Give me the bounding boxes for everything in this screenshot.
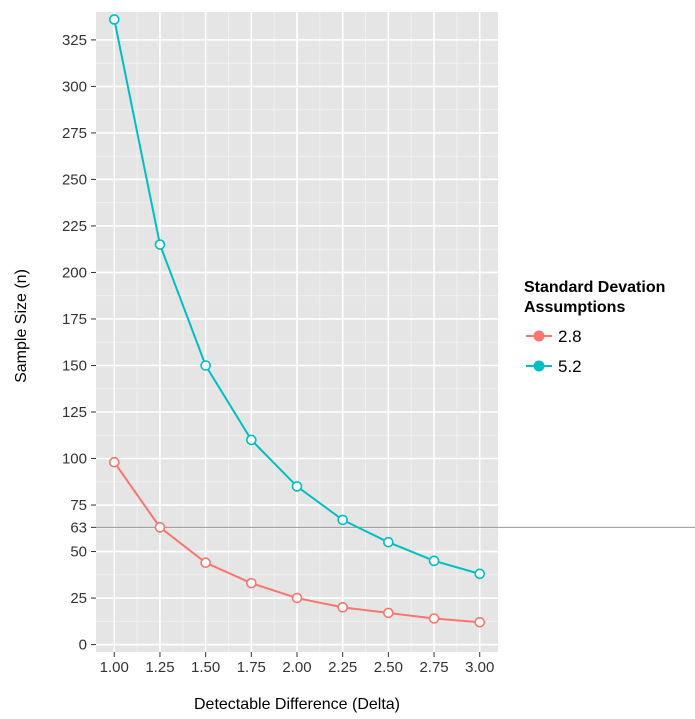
- series-point-2.8: [383, 607, 394, 619]
- series-point-2.8: [337, 602, 348, 613]
- y-tick-label: 250: [62, 171, 87, 188]
- y-tick-label: 75: [70, 497, 87, 514]
- y-axis: 0 25 50 63 75 100 125 150 175 200 225 250 275 300 325: [62, 32, 96, 654]
- series-point-2.8: [108, 456, 120, 468]
- series-point-5.2: [383, 536, 394, 548]
- legend-label: 2.8: [558, 327, 582, 346]
- series-point-5.2: [291, 481, 303, 492]
- y-tick-label: 125: [62, 404, 87, 421]
- legend-key-point: [533, 360, 545, 372]
- series-point-2.8: [246, 577, 257, 589]
- x-tick-label: 1.50: [191, 659, 220, 676]
- x-tick-label: 1.25: [145, 659, 174, 676]
- y-tick-label: 300: [62, 78, 87, 95]
- x-tick-label: 1.00: [100, 659, 129, 676]
- legend: Standard Devation Assumptions 2.8 5.2: [524, 279, 665, 376]
- series-point-5.2: [246, 434, 257, 446]
- y-axis-title: Sample Size (n): [13, 269, 30, 383]
- legend-label: 5.2: [558, 357, 582, 376]
- major-gridlines: [96, 12, 498, 652]
- series-group: [108, 14, 486, 628]
- series-point-5.2: [200, 360, 211, 371]
- y-tick-label: 175: [62, 311, 87, 328]
- y-tick-label: 325: [62, 32, 87, 49]
- y-tick-label: 150: [62, 357, 87, 374]
- legend-title-line-2: Assumptions: [524, 299, 625, 316]
- legend-keys: 2.8 5.2: [526, 327, 582, 376]
- y-tick-label: 100: [62, 451, 87, 468]
- x-axis-title: Detectable Difference (Delta): [194, 696, 400, 713]
- x-tick-label: 1.75: [237, 659, 266, 676]
- x-tick-label: 3.00: [465, 659, 494, 676]
- y-tick-label: 25: [70, 590, 87, 607]
- x-tick-label: 2.75: [419, 659, 448, 676]
- y-tick-label: 275: [62, 125, 87, 142]
- x-axis: 1.00 1.25 1.50 1.75 2.00 2.25 2.50 2.75 3.00: [100, 652, 494, 676]
- y-tick-label: 63: [70, 519, 87, 536]
- series-point-5.2: [108, 14, 120, 25]
- legend-key-point: [533, 330, 545, 342]
- series-point-5.2: [337, 514, 348, 526]
- series-point-2.8: [200, 557, 211, 568]
- y-tick-label: 225: [62, 218, 87, 235]
- series-point-5.2: [474, 568, 486, 580]
- series-point-5.2: [154, 239, 166, 250]
- x-tick-label: 2.00: [282, 659, 311, 676]
- y-tick-label: 50: [70, 544, 87, 561]
- y-tick-label: 0: [79, 637, 87, 654]
- series-point-2.8: [474, 616, 486, 628]
- x-tick-label: 2.50: [374, 659, 403, 676]
- series-point-5.2: [428, 555, 440, 567]
- series-point-2.8: [428, 613, 440, 624]
- series-point-2.8: [291, 592, 303, 604]
- series-point-2.8: [154, 522, 166, 533]
- y-tick-label: 200: [62, 264, 87, 281]
- x-tick-label: 2.25: [328, 659, 357, 676]
- legend-title-line-1: Standard Devation: [524, 279, 665, 296]
